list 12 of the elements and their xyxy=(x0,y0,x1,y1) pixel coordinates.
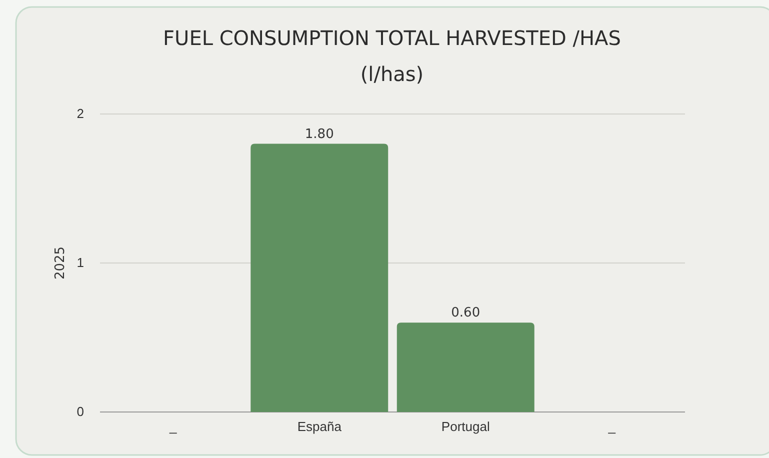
x-tick-label: España xyxy=(297,419,342,434)
chart-subtitle: (l/has) xyxy=(360,62,424,86)
chart-title: FUEL CONSUMPTION TOTAL HARVESTED /HAS xyxy=(163,26,621,50)
data-label: 0.60 xyxy=(451,306,480,321)
x-tick-label: _ xyxy=(607,419,616,434)
x-tick-label: _ xyxy=(168,419,178,434)
y-tick-label: 0 xyxy=(76,404,84,420)
y-tick-label: 1 xyxy=(76,255,84,270)
x-tick-label: Portugal xyxy=(441,419,490,434)
data-label: 1.80 xyxy=(304,126,334,142)
y-tick-label: 2 xyxy=(76,106,84,122)
y-axis-title: 2025 xyxy=(53,246,68,280)
